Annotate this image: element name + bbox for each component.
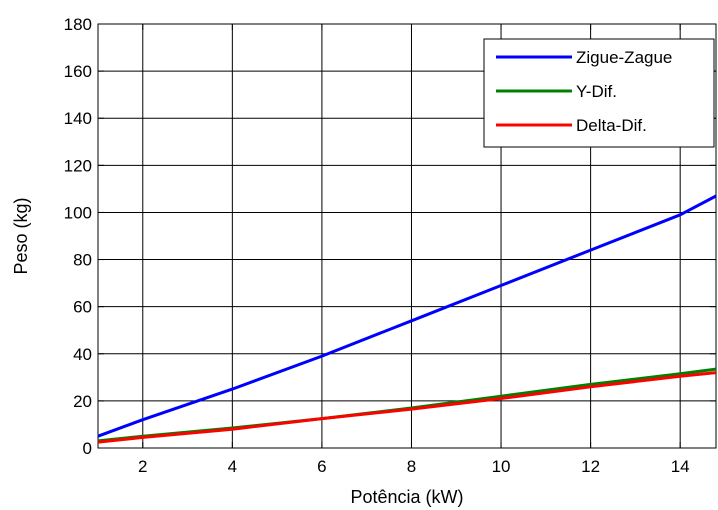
y-tick-label: 0 xyxy=(83,439,92,458)
x-tick-label: 4 xyxy=(228,457,237,476)
plot-frame xyxy=(97,23,717,449)
series-line-delta-dif xyxy=(97,371,717,444)
series-line-y-dif xyxy=(97,367,717,443)
x-tick-label: 10 xyxy=(492,457,511,476)
y-tick-label: 120 xyxy=(64,156,92,175)
legend-label: Zigue-Zague xyxy=(576,48,672,67)
y-tick-label: 100 xyxy=(64,203,92,222)
y-tick-label: 40 xyxy=(73,345,92,364)
y-tick-label: 140 xyxy=(64,109,92,128)
legend: Zigue-Zague Y-Dif. Delta-Dif. xyxy=(483,38,715,148)
x-tick-label: 12 xyxy=(581,457,600,476)
x-tick-label: 2 xyxy=(138,457,147,476)
x-axis-label: Potência (kW) xyxy=(350,487,463,507)
x-tick-label: 8 xyxy=(407,457,416,476)
series-lines xyxy=(97,194,717,444)
legend-label: Y-Dif. xyxy=(576,82,617,101)
series-line-zigue-zague xyxy=(97,194,717,438)
y-tick-label: 180 xyxy=(64,15,92,34)
y-axis-label: Peso (kg) xyxy=(11,197,31,274)
x-tick-label: 6 xyxy=(317,457,326,476)
y-tick-label: 20 xyxy=(73,392,92,411)
legend-label: Delta-Dif. xyxy=(576,116,647,135)
y-tick-label: 160 xyxy=(64,62,92,81)
y-tick-label: 80 xyxy=(73,251,92,270)
y-tick-label: 60 xyxy=(73,298,92,317)
x-tick-label: 14 xyxy=(671,457,690,476)
